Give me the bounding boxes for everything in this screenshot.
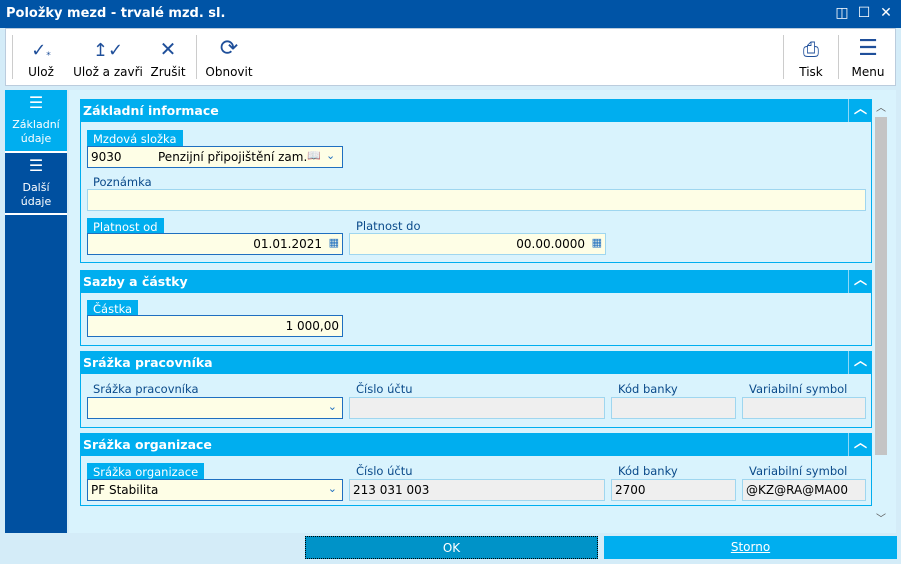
title-bar: Položky mezd - trvalé mzd. sl. (0, 0, 901, 28)
valid-to-label: Platnost do (356, 219, 421, 233)
save-close-button[interactable]: ↥✓ Ulož a zavři (70, 29, 146, 85)
vs-label: Variabilní symbol (749, 382, 848, 396)
wage-component-field[interactable]: 9030 Penzijní připojištění zam. 📖 ⌄ (87, 146, 343, 168)
org-vs-field: @KZ@RA@MA00 (742, 479, 866, 501)
scrollbar-thumb[interactable] (875, 117, 887, 455)
check-icon: ✓ * (31, 40, 51, 61)
storno-button[interactable]: Storno (604, 536, 897, 559)
calendar-icon[interactable]: ▦ (328, 236, 339, 249)
check-up-icon: ↥✓ (92, 40, 124, 61)
valid-from-label: Platnost od (87, 218, 164, 234)
amount-input[interactable]: 1 000,00 (87, 315, 343, 337)
vs-label: Variabilní symbol (749, 464, 848, 478)
printer-icon: ⎙ (803, 37, 819, 61)
scroll-down-icon[interactable]: ﹀ (876, 514, 886, 525)
ok-button[interactable]: OK (305, 536, 598, 559)
sidebar: ☰ Základní údaje ☰ Další údaje (5, 90, 67, 533)
valid-to-input[interactable]: 00.00.0000 ▦ (349, 233, 606, 255)
employee-vs-field (742, 397, 866, 419)
bank-label: Kód banky (618, 382, 678, 396)
list-icon: ☰ (28, 93, 44, 112)
menu-button[interactable]: ☰ Menu (842, 29, 894, 85)
note-label: Poznámka (93, 175, 152, 189)
employee-bank-field (611, 397, 736, 419)
section-header-basic: Základní informace ︿ (80, 99, 872, 122)
org-deduction-label: Srážka organizace (87, 463, 205, 479)
hamburger-icon: ☰ (858, 36, 878, 61)
sidebar-item-more[interactable]: ☰ Další údaje (5, 155, 67, 215)
window-title: Položky mezd - trvalé mzd. sl. (6, 6, 226, 21)
collapse-icon[interactable]: ︿ (848, 351, 872, 374)
cancel-button[interactable]: ✕ Zrušit (148, 29, 188, 85)
amount-label: Částka (87, 300, 139, 316)
dropdown-icon[interactable]: ⌄ (327, 482, 337, 495)
org-bank-field: 2700 (611, 479, 736, 501)
section-header-rates: Sazby a částky ︿ (80, 270, 872, 293)
list-icon: ☰ (28, 156, 44, 175)
sidebar-item-basic[interactable]: ☰ Základní údaje (5, 90, 67, 153)
account-label: Číslo účtu (356, 382, 413, 396)
org-deduction-select[interactable]: PF Stabilita ⌄ (87, 479, 343, 501)
x-icon: ✕ (159, 37, 177, 61)
refresh-button[interactable]: ⟳ Obnovit (202, 29, 256, 85)
calendar-icon[interactable]: ▦ (591, 236, 602, 249)
section-header-employee: Srážka pracovníka ︿ (80, 351, 872, 374)
restore-icon[interactable]: ◫ (835, 5, 849, 21)
dropdown-icon[interactable]: ⌄ (327, 400, 337, 413)
save-button[interactable]: ✓ * Ulož (16, 29, 66, 85)
collapse-icon[interactable]: ︿ (848, 433, 872, 456)
collapse-icon[interactable]: ︿ (848, 270, 872, 293)
refresh-icon: ⟳ (219, 36, 239, 61)
maximize-icon[interactable]: ☐ (857, 5, 871, 21)
wage-component-label: Mzdová složka (87, 130, 183, 146)
book-icon[interactable]: 📖 (307, 149, 321, 162)
section-header-org: Srážka organizace ︿ (80, 433, 872, 456)
employee-deduction-label: Srážka pracovníka (93, 382, 199, 396)
employee-deduction-select[interactable]: ⌄ (87, 397, 343, 419)
bank-label: Kód banky (618, 464, 678, 478)
valid-from-input[interactable]: 01.01.2021 ▦ (87, 233, 343, 255)
employee-account-field (349, 397, 605, 419)
scroll-up-icon[interactable]: ︿ (876, 103, 886, 114)
close-icon[interactable]: ✕ (880, 5, 892, 21)
collapse-icon[interactable]: ︿ (848, 99, 872, 122)
account-label: Číslo účtu (356, 464, 413, 478)
toolbar: ✓ * Ulož ↥✓ Ulož a zavři ✕ Zrušit ⟳ Obnovit ⎙… (5, 28, 896, 86)
note-input[interactable] (87, 189, 866, 211)
org-account-field: 213 031 003 (349, 479, 605, 501)
print-button[interactable]: ⎙ Tisk (788, 29, 834, 85)
dropdown-icon[interactable]: ⌄ (326, 149, 336, 162)
